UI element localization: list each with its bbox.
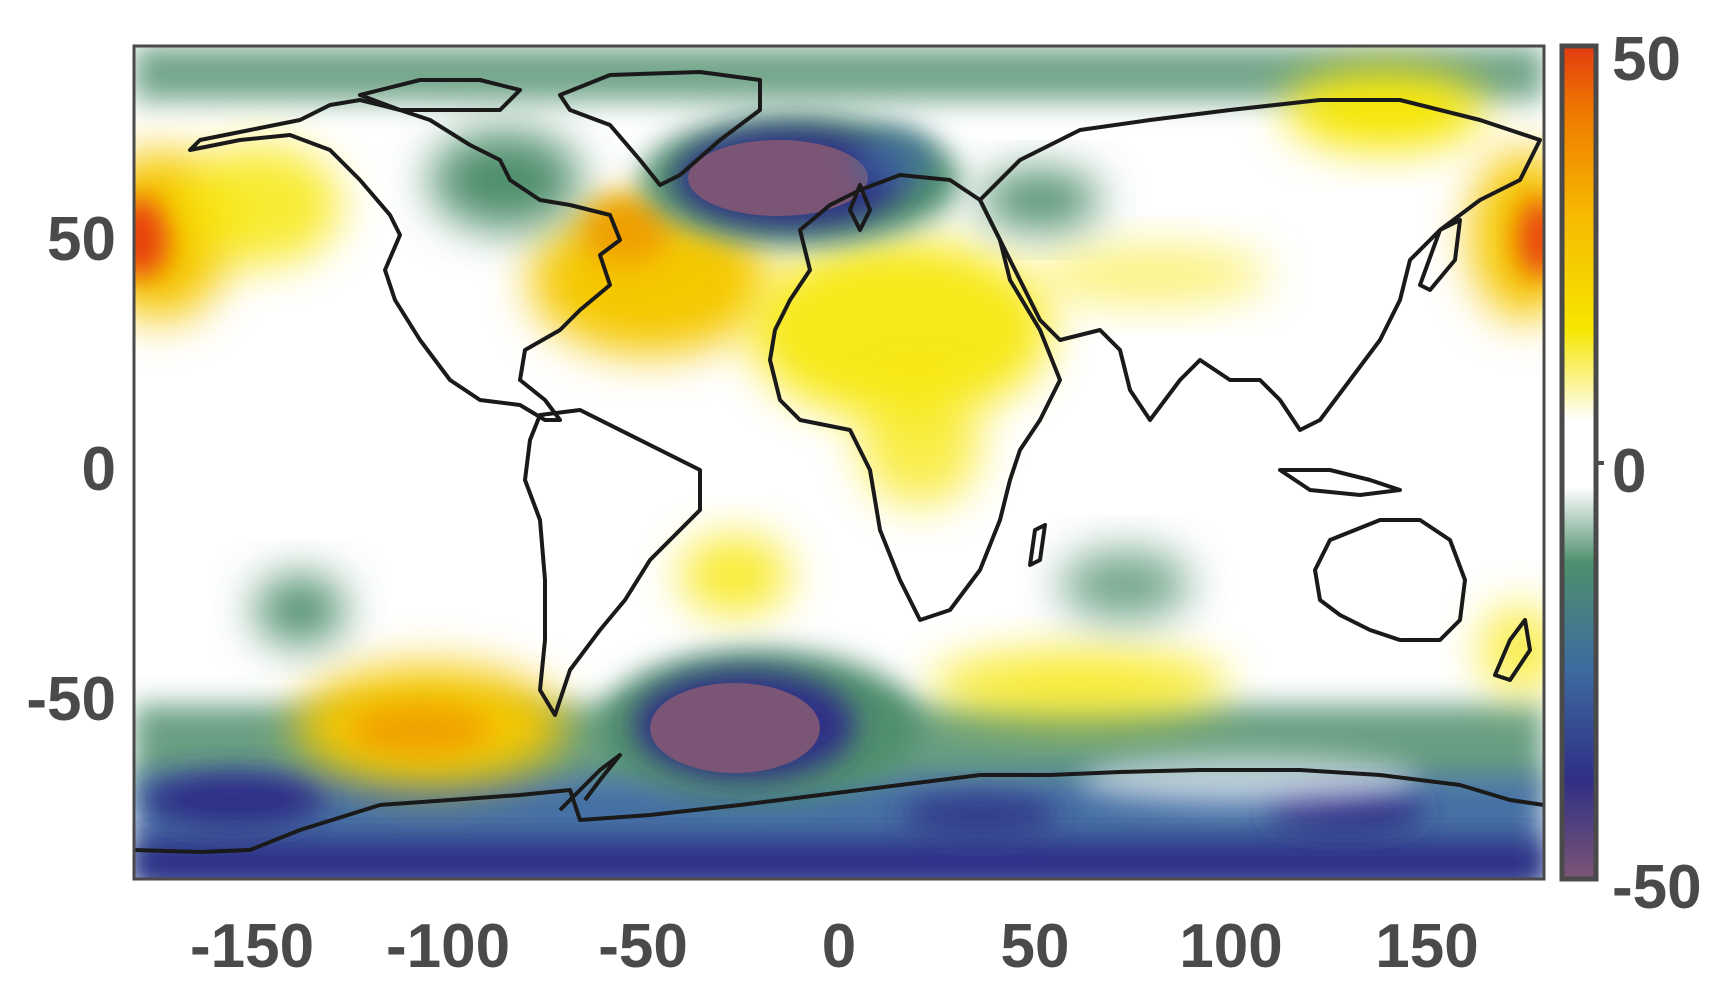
colorbar-max-label: 50	[1612, 25, 1681, 94]
central-asia-yellow	[1030, 245, 1270, 305]
colorbar: 50 0 -50	[1559, 25, 1702, 922]
antarctic-deep-band	[134, 840, 1544, 879]
hudson-green	[430, 130, 580, 230]
north-pacific-high-east	[1470, 150, 1544, 320]
asia-outline	[978, 98, 1542, 432]
south-america-outline	[523, 408, 702, 717]
colorbar-min-label: -50	[1612, 853, 1702, 922]
map-frame	[132, 44, 1546, 881]
x-tick-label: 100	[1179, 912, 1282, 981]
tasman-yellow	[1480, 605, 1544, 695]
south-indian-yellow	[930, 650, 1230, 720]
y-tick-label: 50	[47, 205, 116, 274]
south-pacific-green	[255, 575, 345, 645]
drake-core	[650, 683, 820, 773]
colorbar-mid-label: 0	[1612, 437, 1646, 506]
ural-green	[980, 170, 1100, 230]
uk-outline	[848, 183, 872, 232]
x-axis: -150 -100 -50 0 50 100 150	[190, 912, 1479, 981]
x-tick-label: -100	[386, 912, 510, 981]
south-pacific-core	[350, 705, 490, 755]
iceland-low-core	[688, 140, 868, 216]
y-axis: 50 0 -50	[26, 205, 116, 734]
antarctica-outline	[134, 768, 1544, 854]
japan-outline	[1418, 218, 1462, 292]
new-zealand-outline	[1493, 618, 1532, 682]
canadian-archipelago	[358, 78, 522, 112]
x-tick-label: 150	[1375, 912, 1478, 981]
ross-sea-low	[145, 772, 325, 828]
x-tick-label: -50	[598, 912, 688, 981]
antarctic-peninsula	[558, 753, 622, 812]
australia-outline	[1313, 518, 1467, 642]
alaska-yellow	[180, 145, 340, 265]
wilkes-low	[900, 793, 1060, 837]
indonesia-outline	[1278, 468, 1402, 497]
map-panel	[132, 44, 1546, 881]
north-pacific-core-east	[1518, 198, 1544, 278]
europe-africa-outline	[768, 173, 1062, 622]
x-tick-label: 0	[822, 912, 856, 981]
central-africa-yellow	[860, 385, 980, 505]
north-pacific-core-west	[134, 198, 170, 278]
south-atlantic-yellow	[680, 535, 790, 615]
y-tick-label: 0	[82, 435, 116, 504]
amundsen-band	[1080, 755, 1420, 805]
sahara-yellow	[750, 240, 1050, 420]
madagascar-outline	[1028, 523, 1047, 567]
greenland-outline	[558, 70, 762, 187]
colorbar-gradient	[1559, 43, 1599, 882]
x-tick-label: -150	[190, 912, 314, 981]
coastlines	[134, 70, 1544, 854]
y-tick-label: -50	[26, 665, 116, 734]
indian-ocean-green	[1060, 550, 1190, 620]
x-tick-label: 50	[1001, 912, 1070, 981]
scandinavia-blue	[855, 130, 935, 190]
siberia-yellow	[1285, 70, 1485, 150]
